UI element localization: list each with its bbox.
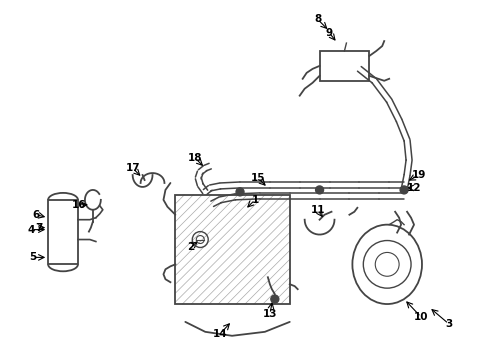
Circle shape (236, 188, 244, 196)
Text: 14: 14 (213, 329, 227, 339)
Text: 7: 7 (35, 222, 43, 233)
Text: 3: 3 (445, 319, 452, 329)
Text: 19: 19 (412, 170, 426, 180)
Bar (319, 51, 369, 81)
Text: 16: 16 (72, 200, 86, 210)
Circle shape (400, 186, 408, 194)
Text: 2: 2 (187, 243, 194, 252)
Circle shape (316, 186, 323, 194)
Text: 9: 9 (326, 28, 333, 38)
Text: 8: 8 (314, 14, 321, 24)
Text: 1: 1 (251, 195, 259, 205)
Text: 5: 5 (29, 252, 37, 262)
Bar (48, 200, 78, 264)
Text: 4: 4 (27, 225, 35, 235)
Text: 17: 17 (125, 163, 140, 173)
Text: 11: 11 (310, 205, 325, 215)
Bar (175, 195, 290, 304)
Circle shape (271, 295, 279, 303)
Text: 6: 6 (32, 210, 40, 220)
Text: 12: 12 (407, 183, 421, 193)
Text: 15: 15 (251, 173, 265, 183)
Text: 13: 13 (263, 309, 277, 319)
Text: 18: 18 (188, 153, 202, 163)
Text: 10: 10 (414, 312, 428, 322)
